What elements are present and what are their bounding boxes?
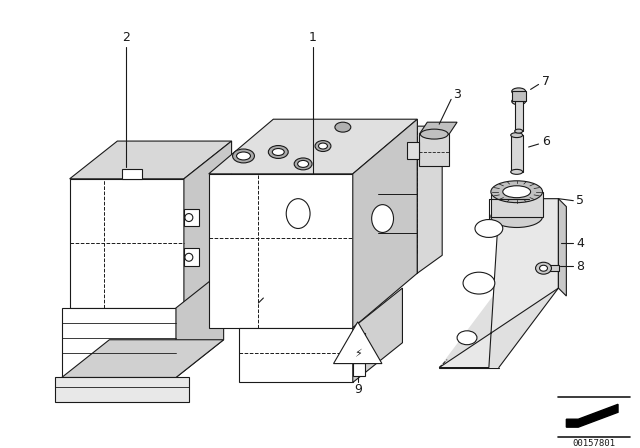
Polygon shape [378, 126, 442, 144]
Ellipse shape [298, 160, 308, 168]
Polygon shape [491, 192, 543, 216]
Ellipse shape [294, 158, 312, 170]
Text: 2: 2 [122, 31, 130, 44]
Ellipse shape [286, 198, 310, 228]
Text: 00157801: 00157801 [573, 439, 616, 448]
Polygon shape [417, 126, 442, 273]
Polygon shape [61, 308, 176, 378]
Text: 1: 1 [309, 31, 317, 44]
Polygon shape [408, 142, 419, 159]
Polygon shape [353, 288, 403, 383]
Polygon shape [55, 378, 189, 402]
Ellipse shape [237, 152, 250, 160]
Ellipse shape [540, 265, 547, 271]
Polygon shape [511, 135, 523, 172]
Ellipse shape [185, 253, 193, 261]
Polygon shape [184, 141, 232, 308]
Ellipse shape [315, 141, 331, 151]
Polygon shape [419, 134, 449, 166]
Ellipse shape [420, 129, 448, 139]
Text: 3: 3 [453, 88, 461, 101]
Polygon shape [439, 198, 559, 367]
Polygon shape [333, 322, 382, 364]
Polygon shape [353, 119, 417, 328]
Text: 6: 6 [543, 134, 550, 147]
Ellipse shape [491, 181, 543, 202]
Text: 5: 5 [576, 194, 584, 207]
Polygon shape [515, 101, 523, 131]
Polygon shape [439, 288, 559, 367]
Text: 4: 4 [577, 237, 584, 250]
Polygon shape [209, 119, 417, 174]
Polygon shape [184, 248, 199, 266]
Ellipse shape [512, 98, 525, 105]
Polygon shape [550, 265, 559, 271]
Text: 9: 9 [354, 383, 362, 396]
Polygon shape [70, 141, 232, 179]
Ellipse shape [463, 272, 495, 294]
Ellipse shape [475, 220, 503, 237]
Polygon shape [353, 333, 365, 347]
Ellipse shape [372, 205, 394, 233]
Polygon shape [378, 144, 417, 273]
Text: ⚡: ⚡ [354, 349, 362, 360]
Polygon shape [353, 362, 365, 376]
Polygon shape [70, 179, 184, 308]
Ellipse shape [272, 149, 284, 155]
Ellipse shape [268, 146, 288, 159]
Polygon shape [419, 122, 457, 134]
Ellipse shape [491, 206, 543, 228]
Polygon shape [209, 174, 353, 328]
Polygon shape [184, 209, 199, 227]
Ellipse shape [503, 186, 531, 198]
Ellipse shape [319, 143, 328, 149]
Ellipse shape [511, 133, 523, 138]
Ellipse shape [536, 262, 552, 274]
Ellipse shape [457, 331, 477, 345]
Ellipse shape [511, 169, 523, 174]
Polygon shape [559, 198, 566, 296]
Polygon shape [239, 328, 353, 383]
Polygon shape [122, 169, 142, 179]
Ellipse shape [185, 214, 193, 221]
Text: 8: 8 [576, 260, 584, 273]
Ellipse shape [515, 129, 523, 133]
Polygon shape [512, 91, 525, 101]
Ellipse shape [512, 88, 525, 95]
Polygon shape [176, 270, 223, 378]
Polygon shape [61, 340, 223, 378]
Ellipse shape [335, 122, 351, 132]
Text: 7: 7 [543, 75, 550, 88]
Polygon shape [566, 404, 618, 427]
Ellipse shape [232, 149, 255, 163]
